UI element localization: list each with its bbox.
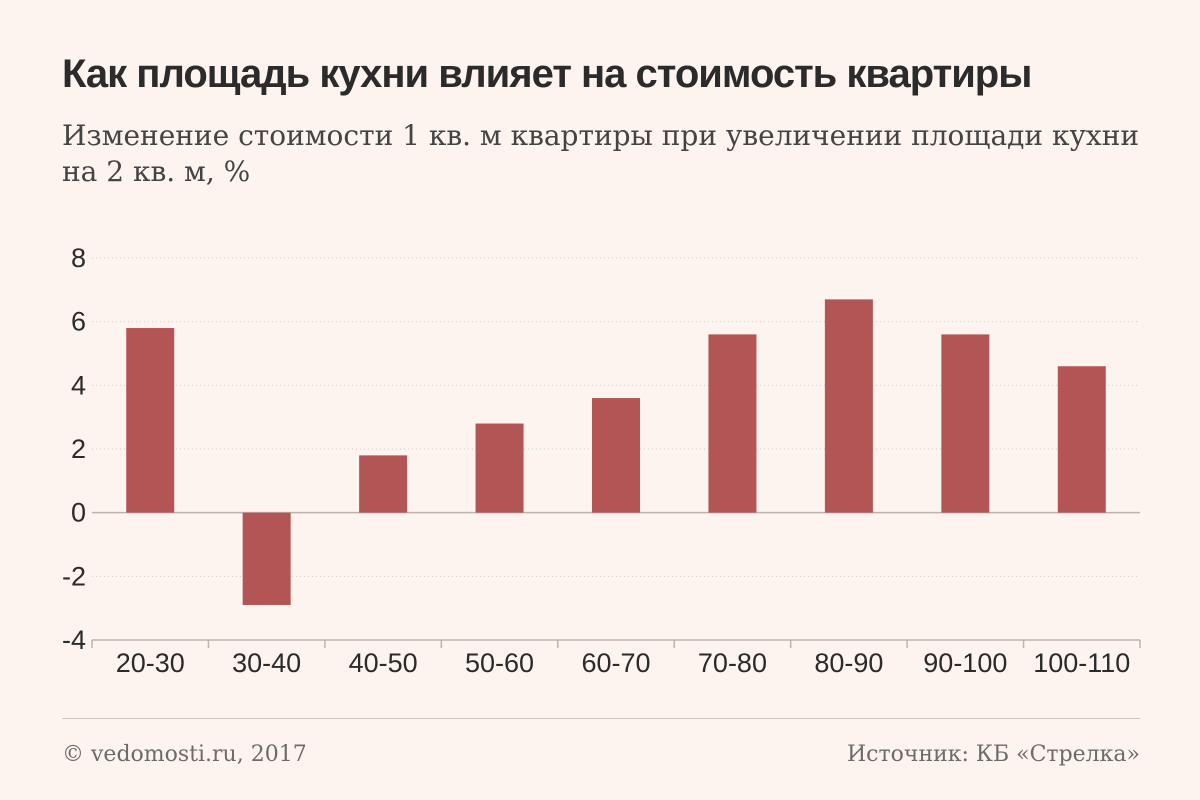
- bar-chart: 8 6 4 2 0 -2 -4 20-30 30-40 40-50 50-60 60-70 70-80 8…: [62, 243, 1141, 678]
- copyright-text: © vedomosti.ru, 2017: [62, 742, 307, 767]
- y-tick-label: 4: [71, 370, 86, 400]
- x-tick-label: 40-50: [349, 648, 418, 678]
- bar-80-90: [824, 299, 873, 513]
- bar-70-80: [708, 334, 757, 513]
- bar-100-110: [1057, 366, 1106, 513]
- footer-divider: [62, 718, 1140, 719]
- chart-subtitle: Изменение стоимости 1 кв. м квартиры при…: [62, 119, 1140, 188]
- x-tick-label: 30-40: [232, 648, 301, 678]
- x-tick-label: 20-30: [116, 648, 185, 678]
- bar-20-30: [126, 328, 175, 513]
- bar-30-40: [242, 512, 291, 605]
- x-tick-label: 70-80: [698, 648, 767, 678]
- y-tick-label: 6: [71, 307, 86, 337]
- source-text: Источник: КБ «Стрелка»: [846, 742, 1140, 767]
- y-tick-label: 0: [71, 498, 86, 528]
- chart-title: Как площадь кухни влияет на стоимость кв…: [62, 52, 1032, 96]
- bar-60-70: [592, 398, 640, 513]
- y-tick-label: 2: [71, 434, 86, 464]
- y-tick-label: -2: [62, 561, 86, 591]
- x-tick-label: 100-110: [1033, 648, 1130, 678]
- x-tick-label: 80-90: [814, 648, 883, 678]
- y-tick-label: -4: [62, 625, 86, 655]
- y-tick-label: 8: [71, 243, 86, 273]
- bar-40-50: [359, 455, 408, 513]
- bar-90-100: [941, 334, 990, 513]
- x-tick-label: 50-60: [465, 648, 534, 678]
- x-tick-label: 60-70: [581, 648, 650, 678]
- bar-50-60: [475, 423, 524, 513]
- x-tick-label: 90-100: [923, 648, 1007, 678]
